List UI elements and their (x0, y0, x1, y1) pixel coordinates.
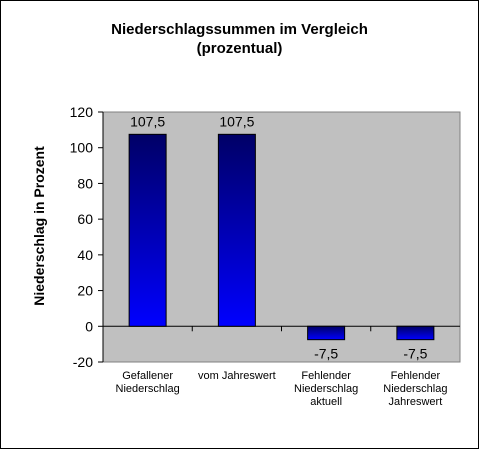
data-label: -7,5 (403, 346, 427, 362)
bars (128, 133, 435, 341)
x-category-label-line: Niederschlag (294, 383, 359, 395)
x-category-label: Fehlender Niederschlag aktuell (276, 370, 376, 409)
y-tick-label: 80 (77, 175, 93, 191)
data-label: 107,5 (219, 113, 254, 129)
x-category-label: Fehlender Niederschlag Jahreswert (365, 370, 465, 409)
bar (307, 325, 346, 341)
x-category-label-line: Niederschlag (383, 383, 448, 395)
chart-title-line-1: Niederschlagssummen im Vergleich (111, 21, 368, 38)
x-category-label-line: vom Jahreswert (198, 370, 276, 382)
y-tick-label: 100 (70, 140, 94, 156)
chart-title-line-2: (prozentual) (196, 40, 283, 57)
x-category-label: vom Jahreswert (187, 370, 287, 383)
x-category-label-line: Niederschlag (115, 383, 180, 395)
y-tick-label: 0 (85, 318, 93, 334)
y-tick-label: -20 (73, 354, 93, 370)
x-category-label-line: Fehlender (301, 370, 351, 382)
bar (128, 133, 167, 327)
y-tick-label: 60 (77, 211, 93, 227)
bar (396, 325, 435, 341)
x-category-label-line: Gefallener (122, 370, 173, 382)
data-label: -7,5 (314, 346, 338, 362)
y-tick-label: 120 (70, 104, 94, 120)
x-category-label-line: Fehlender (390, 370, 441, 382)
x-category-label-line: aktuell (310, 396, 343, 408)
y-tick-label: 40 (77, 247, 93, 263)
data-labels: 107,5 107,5 -7,5 -7,5 (130, 113, 428, 361)
y-tick-label: 20 (77, 283, 93, 299)
x-category-label: Gefallener Niederschlag (98, 370, 198, 396)
bar (217, 133, 256, 327)
chart-title: Niederschlagssummen im Vergleich (prozen… (0, 20, 479, 58)
x-category-label-line: Jahreswert (388, 396, 443, 408)
data-label: 107,5 (130, 113, 165, 129)
